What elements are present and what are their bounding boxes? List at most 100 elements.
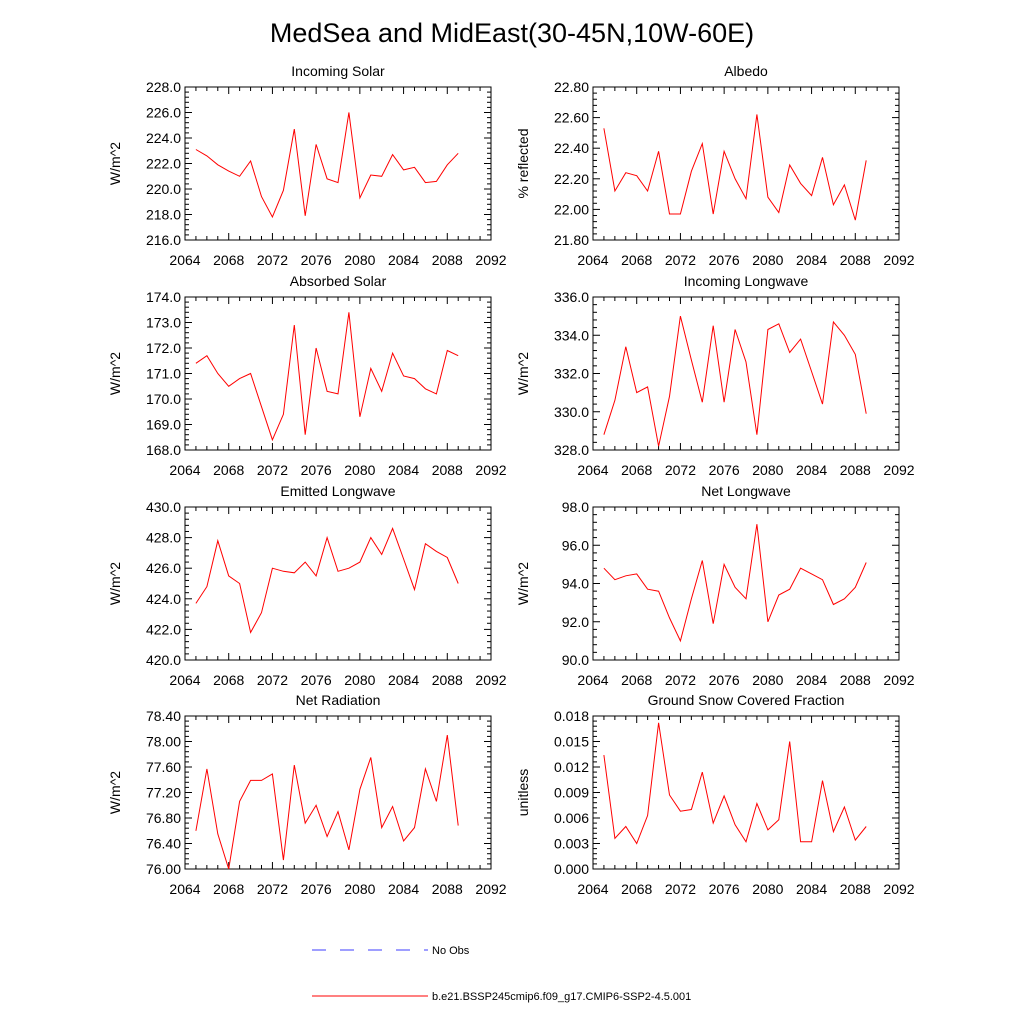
x-tick-label: 2084: [388, 462, 419, 478]
y-axis-label: W/m^2: [107, 562, 123, 605]
y-tick-label: 228.0: [146, 79, 181, 95]
series-line: [195, 112, 459, 219]
y-tick-label: 226.0: [146, 105, 181, 121]
y-tick-label: 330.0: [554, 404, 589, 420]
panel-albedo: Albedo % reflected 2064 2068 2072 2076 2080 208…: [515, 63, 915, 268]
x-tick-label: 2092: [883, 672, 914, 688]
y-axis-label: W/m^2: [515, 562, 531, 605]
y-tick-label: 422.0: [146, 621, 181, 637]
y-tick-label: 0.015: [554, 734, 589, 750]
panel-title: Albedo: [724, 63, 768, 79]
series-line: [603, 524, 867, 643]
x-tick-label: 2072: [665, 252, 696, 268]
y-tick-label: 170.0: [146, 391, 181, 407]
y-tick-label: 336.0: [554, 289, 589, 305]
x-tick-label: 2088: [840, 462, 871, 478]
x-tick-label: 2068: [213, 462, 244, 478]
x-tick-label: 2072: [665, 672, 696, 688]
y-tick-label: 76.80: [146, 810, 181, 826]
x-tick-label: 2088: [840, 252, 871, 268]
x-tick-label: 2064: [169, 462, 200, 478]
panel-incoming-solar: Incoming Solar W/m^2 2064 2068 2072 2076 2080 2…: [107, 63, 507, 268]
panel-title: Ground Snow Covered Fraction: [648, 692, 845, 708]
y-tick-label: 332.0: [554, 366, 589, 382]
y-tick-label: 22.40: [554, 140, 589, 156]
x-tick-label: 2084: [388, 252, 419, 268]
x-tick-label: 2084: [388, 881, 419, 897]
plot-frame: [184, 296, 492, 451]
legend-label-model: b.e21.BSSP245cmip6.f09_g17.CMIP6-SSP2-4.…: [432, 991, 691, 1003]
y-tick-label: 218.0: [146, 207, 181, 223]
x-tick-label: 2068: [621, 881, 652, 897]
y-tick-label: 171.0: [146, 366, 181, 382]
y-tick-label: 22.60: [554, 110, 589, 126]
x-tick-label: 2076: [709, 462, 740, 478]
y-tick-label: 76.00: [146, 861, 181, 877]
plot-frame: [592, 715, 900, 870]
y-tick-label: 0.009: [554, 785, 589, 801]
x-tick-label: 2064: [577, 672, 608, 688]
x-tick-label: 2076: [709, 252, 740, 268]
x-tick-label: 2080: [344, 252, 375, 268]
y-tick-label: 78.40: [146, 708, 181, 724]
chart-panels: Incoming Solar W/m^2 2064 2068 2072 2076 2080 2…: [107, 63, 915, 897]
panel-net-longwave: Net Longwave W/m^2 2064 2068 2072 2076 2080 208…: [515, 483, 915, 688]
y-tick-label: 0.018: [554, 708, 589, 724]
panel-title: Incoming Longwave: [684, 273, 809, 289]
legend: No Obs b.e21.BSSP245cmip6.f09_g17.CMIP6-…: [312, 945, 691, 1003]
panel-incoming-longwave: Incoming Longwave W/m^2 2064 2068 2072 2076 20…: [515, 273, 915, 478]
y-tick-label: 172.0: [146, 340, 181, 356]
x-tick-label: 2092: [475, 672, 506, 688]
x-tick-label: 2080: [752, 462, 783, 478]
x-tick-label: 2064: [169, 672, 200, 688]
panel-net-radiation: Net Radiation W/m^2 2064 2068 2072 2076 2080 20…: [107, 692, 507, 897]
series-line: [195, 735, 459, 870]
y-tick-label: 0.006: [554, 810, 589, 826]
x-tick-label: 2068: [213, 252, 244, 268]
x-tick-label: 2064: [577, 462, 608, 478]
x-tick-label: 2076: [709, 672, 740, 688]
y-tick-label: 92.0: [562, 614, 589, 630]
x-tick-label: 2072: [257, 672, 288, 688]
x-tick-label: 2072: [257, 881, 288, 897]
y-tick-label: 22.00: [554, 201, 589, 217]
x-tick-label: 2068: [213, 672, 244, 688]
y-tick-label: 428.0: [146, 530, 181, 546]
y-tick-label: 0.012: [554, 759, 589, 775]
x-tick-label: 2080: [344, 672, 375, 688]
x-tick-label: 2068: [621, 672, 652, 688]
x-tick-label: 2064: [169, 252, 200, 268]
y-tick-label: 0.003: [554, 836, 589, 852]
x-tick-label: 2076: [301, 462, 332, 478]
x-tick-label: 2092: [883, 462, 914, 478]
y-axis-label: W/m^2: [515, 352, 531, 395]
x-tick-label: 2088: [432, 252, 463, 268]
x-tick-label: 2088: [432, 672, 463, 688]
panel-title: Absorbed Solar: [290, 273, 387, 289]
x-tick-label: 2084: [796, 672, 827, 688]
x-tick-label: 2084: [796, 881, 827, 897]
x-tick-label: 2068: [213, 881, 244, 897]
x-tick-label: 2072: [257, 462, 288, 478]
y-tick-label: 90.0: [562, 652, 589, 668]
y-tick-label: 216.0: [146, 232, 181, 248]
x-tick-label: 2084: [388, 672, 419, 688]
y-tick-label: 224.0: [146, 130, 181, 146]
series-line: [195, 312, 459, 442]
panel-emitted-longwave: Emitted Longwave W/m^2 2064 2068 2072 2076 208…: [107, 483, 507, 688]
plot-frame: [592, 86, 900, 241]
x-tick-label: 2080: [752, 252, 783, 268]
y-tick-label: 173.0: [146, 315, 181, 331]
plot-frame: [592, 506, 900, 661]
y-tick-label: 0.000: [554, 861, 589, 877]
y-tick-label: 328.0: [554, 442, 589, 458]
x-tick-label: 2068: [621, 462, 652, 478]
panel-ground-snow-covered-fraction: Ground Snow Covered Fraction unitless 2064…: [515, 692, 915, 897]
plot-frame: [184, 86, 492, 241]
y-tick-label: 21.80: [554, 232, 589, 248]
y-axis-label: % reflected: [515, 128, 531, 198]
plot-frame: [184, 715, 492, 870]
x-tick-label: 2076: [301, 672, 332, 688]
y-tick-label: 426.0: [146, 560, 181, 576]
y-tick-label: 430.0: [146, 499, 181, 515]
